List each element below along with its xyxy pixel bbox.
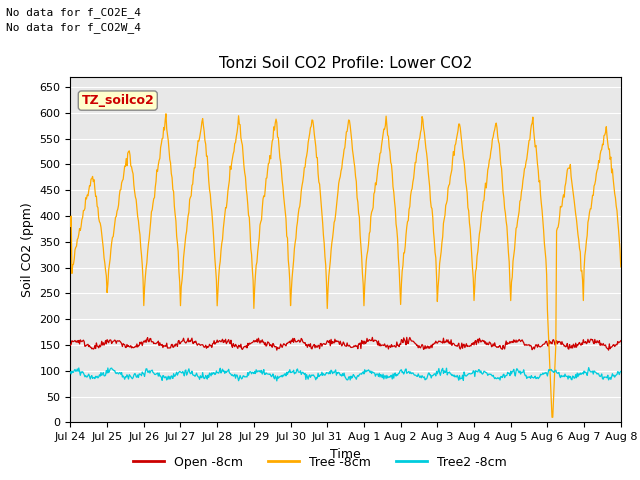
- Legend: Open -8cm, Tree -8cm, Tree2 -8cm: Open -8cm, Tree -8cm, Tree2 -8cm: [128, 451, 512, 474]
- Text: No data for f_CO2E_4: No data for f_CO2E_4: [6, 7, 141, 18]
- X-axis label: Time: Time: [330, 448, 361, 461]
- Text: No data for f_CO2W_4: No data for f_CO2W_4: [6, 22, 141, 33]
- Text: TZ_soilco2: TZ_soilco2: [81, 94, 154, 107]
- Y-axis label: Soil CO2 (ppm): Soil CO2 (ppm): [21, 202, 34, 297]
- Title: Tonzi Soil CO2 Profile: Lower CO2: Tonzi Soil CO2 Profile: Lower CO2: [219, 57, 472, 72]
